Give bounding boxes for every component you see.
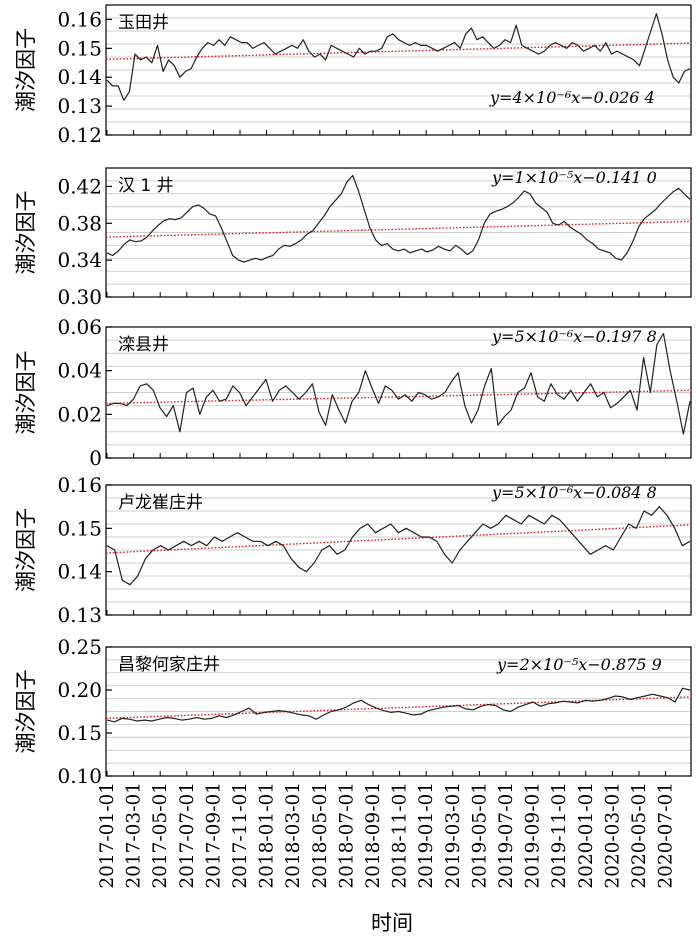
plot-frame (105, 646, 692, 777)
x-tick-label: 2019-01-01 (416, 782, 437, 889)
y-tick-label: 0.15 (57, 36, 102, 60)
plot-frame (105, 484, 692, 616)
x-tick-label: 2018-09-01 (363, 782, 384, 889)
y-tick-label: 0.25 (57, 635, 102, 659)
y-tick-label: 0.15 (57, 516, 102, 540)
panel-1: 0.16 0.15 0.14 0.13 0.12 玉田井 y=4×10⁻⁶x−0.026 4… (14, 4, 692, 147)
y-tick-label: 0.30 (57, 285, 102, 309)
y-axis-title: 潮汐因子 (14, 508, 38, 592)
x-tick-label: 2019-09-01 (523, 782, 544, 889)
well-name: 汉 1 井 (118, 176, 174, 196)
y-tick-label: 0.04 (57, 359, 102, 383)
y-axis-title: 潮汐因子 (14, 28, 38, 112)
x-tick-label: 2017-11-01 (230, 782, 251, 889)
series-line (106, 13, 691, 101)
x-tick-label: 2020-01-01 (576, 782, 597, 889)
y-tick-label: 0.34 (57, 248, 102, 272)
x-axis-labels: 2017-01-01 2017-03-01 2017-05-01 2017-07-01… (97, 782, 677, 889)
plot-frame (105, 326, 692, 459)
y-tick-label: 0.13 (57, 94, 102, 118)
regression-equation: y=5×10⁻⁶x−0.197 8 (491, 327, 657, 346)
y-tick-label: 0.10 (57, 764, 102, 788)
x-tick-label: 2018-01-01 (257, 782, 278, 889)
y-tick-label: 0.20 (57, 678, 102, 702)
plot-frame (105, 4, 692, 136)
regression-equation: y=5×10⁻⁶x−0.084 8 (491, 483, 657, 502)
panel-4: 0.16 0.15 0.14 0.13 卢龙崔庄井 y=5×10⁻⁶x−0.084 8 潮汐… (14, 473, 692, 627)
x-tick-label: 2017-09-01 (203, 782, 224, 889)
panel-5: 0.25 0.20 0.15 0.10 昌黎何家庄井 y=2×10⁻⁵x−0.875 9 潮… (14, 635, 692, 788)
x-tick-label: 2017-03-01 (124, 782, 145, 889)
y-tick-label: 0.12 (57, 123, 102, 147)
x-tick-label: 2017-05-01 (150, 782, 171, 889)
x-tick-label: 2018-05-01 (310, 782, 331, 889)
trend-line (105, 524, 692, 554)
x-tick-label: 2017-01-01 (97, 782, 118, 889)
y-tick-label: 0.06 (57, 315, 102, 339)
y-tick-label: 0.14 (57, 560, 102, 584)
series-line (106, 506, 691, 586)
y-tick-label: 0.16 (57, 7, 102, 31)
regression-equation: y=4×10⁻⁶x−0.026 4 (489, 88, 655, 107)
regression-equation: y=2×10⁻⁵x−0.875 9 (496, 655, 662, 674)
series-line (106, 333, 691, 435)
x-tick-label: 2020-05-01 (629, 782, 650, 889)
x-tick-label: 2018-11-01 (390, 782, 411, 889)
x-tick-label: 2020-07-01 (656, 782, 677, 889)
y-tick-label: 0.13 (57, 603, 102, 627)
x-tick-label: 2017-07-01 (177, 782, 198, 889)
x-axis-title: 时间 (371, 911, 413, 935)
panels: 0.16 0.15 0.14 0.13 0.12 玉田井 y=4×10⁻⁶x−0.026 4… (14, 4, 692, 788)
well-name: 卢龙崔庄井 (118, 493, 203, 513)
series-line (106, 174, 691, 263)
y-axis-title: 潮汐因子 (14, 670, 38, 754)
x-tick-label: 2019-03-01 (443, 782, 464, 889)
trend-line (105, 220, 692, 238)
x-tick-label: 2020-03-01 (602, 782, 623, 889)
x-tick-label: 2019-07-01 (496, 782, 517, 889)
y-tick-label: 0.14 (57, 65, 102, 89)
x-tick-label: 2018-07-01 (336, 782, 357, 889)
regression-equation: y=1×10⁻⁵x−0.141 0 (491, 168, 657, 187)
well-name: 滦县井 (118, 335, 169, 355)
y-axis-title: 潮汐因子 (14, 191, 38, 275)
trend-line (105, 696, 692, 720)
y-tick-label: 0.15 (57, 721, 102, 745)
well-name: 玉田井 (118, 13, 169, 33)
y-tick-label: 0.42 (57, 174, 102, 198)
panel-2: 0.42 0.38 0.34 0.30 汉 1 井 y=1×10⁻⁵x−0.141 0 潮汐… (14, 167, 692, 309)
y-axis-title: 潮汐因子 (14, 351, 38, 435)
y-tick-label: 0.38 (57, 211, 102, 235)
x-tick-label: 2019-05-01 (469, 782, 490, 889)
x-tick-label: 2019-11-01 (549, 782, 570, 889)
trend-line (105, 389, 692, 405)
well-name: 昌黎何家庄井 (118, 655, 220, 675)
series-line (106, 687, 691, 723)
y-tick-label: 0.02 (57, 402, 102, 426)
x-tick-label: 2018-03-01 (283, 782, 304, 889)
plot-frame (105, 167, 692, 298)
panel-3: 0.06 0.04 0.02 0 滦县井 y=5×10⁻⁶x−0.197 8 潮汐因子 (14, 315, 692, 470)
y-tick-label: 0 (89, 446, 102, 470)
y-tick-label: 0.16 (57, 473, 102, 497)
